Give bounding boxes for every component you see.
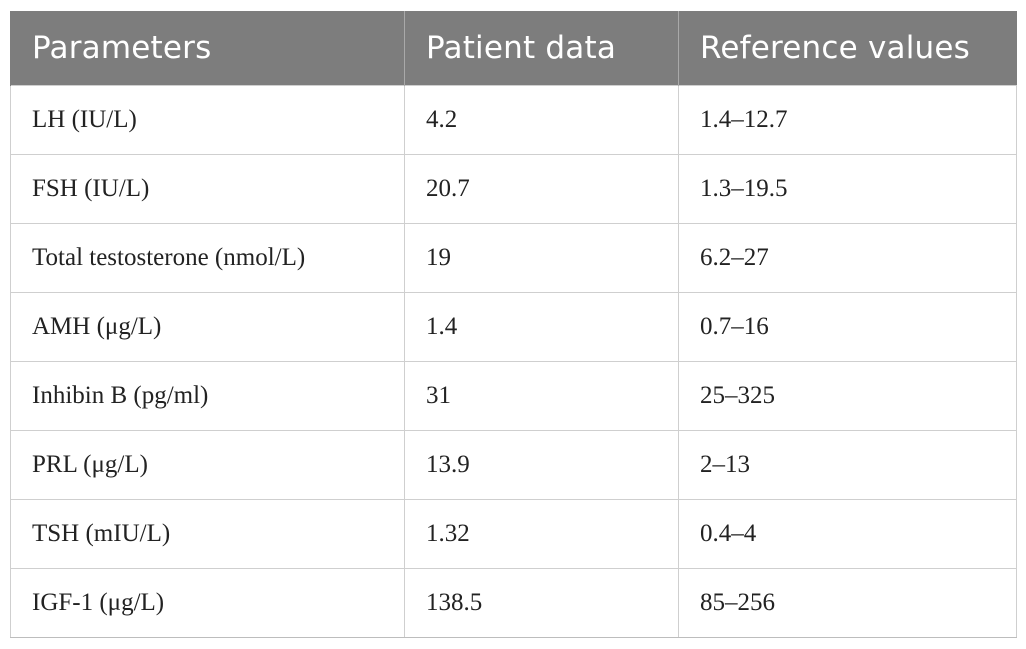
cell-reference-value: 0.4–4 [678, 498, 1017, 569]
cell-parameter: Total testosterone (nmol/L) [10, 222, 405, 293]
cell-parameter: PRL (μg/L) [10, 429, 405, 500]
table-row: IGF-1 (μg/L) 138.5 85–256 [10, 567, 1017, 638]
table-header-row: Parameters Patient data Reference values [10, 11, 1017, 85]
cell-patient-data: 19 [404, 222, 679, 293]
cell-patient-data: 13.9 [404, 429, 679, 500]
parameters-table: Parameters Patient data Reference values… [10, 11, 1017, 638]
cell-parameter: AMH (μg/L) [10, 291, 405, 362]
cell-parameter: Inhibin B (pg/ml) [10, 360, 405, 431]
header-reference-values: Reference values [678, 11, 1017, 85]
cell-parameter: TSH (mIU/L) [10, 498, 405, 569]
header-patient-data: Patient data [404, 11, 679, 85]
cell-reference-value: 0.7–16 [678, 291, 1017, 362]
cell-patient-data: 31 [404, 360, 679, 431]
header-parameters: Parameters [10, 11, 405, 85]
cell-reference-value: 6.2–27 [678, 222, 1017, 293]
cell-patient-data: 20.7 [404, 153, 679, 224]
cell-patient-data: 138.5 [404, 567, 679, 638]
cell-patient-data: 1.32 [404, 498, 679, 569]
cell-parameter: LH (IU/L) [10, 84, 405, 155]
cell-parameter: IGF-1 (μg/L) [10, 567, 405, 638]
cell-reference-value: 2–13 [678, 429, 1017, 500]
cell-reference-value: 85–256 [678, 567, 1017, 638]
cell-patient-data: 1.4 [404, 291, 679, 362]
cell-parameter: FSH (IU/L) [10, 153, 405, 224]
cell-reference-value: 1.4–12.7 [678, 84, 1017, 155]
table-row: LH (IU/L) 4.2 1.4–12.7 [10, 84, 1017, 155]
cell-reference-value: 1.3–19.5 [678, 153, 1017, 224]
cell-reference-value: 25–325 [678, 360, 1017, 431]
table-row: TSH (mIU/L) 1.32 0.4–4 [10, 498, 1017, 569]
table-row: AMH (μg/L) 1.4 0.7–16 [10, 291, 1017, 362]
cell-patient-data: 4.2 [404, 84, 679, 155]
table-row: PRL (μg/L) 13.9 2–13 [10, 429, 1017, 500]
table-row: Inhibin B (pg/ml) 31 25–325 [10, 360, 1017, 431]
table-row: FSH (IU/L) 20.7 1.3–19.5 [10, 153, 1017, 224]
table-row: Total testosterone (nmol/L) 19 6.2–27 [10, 222, 1017, 293]
